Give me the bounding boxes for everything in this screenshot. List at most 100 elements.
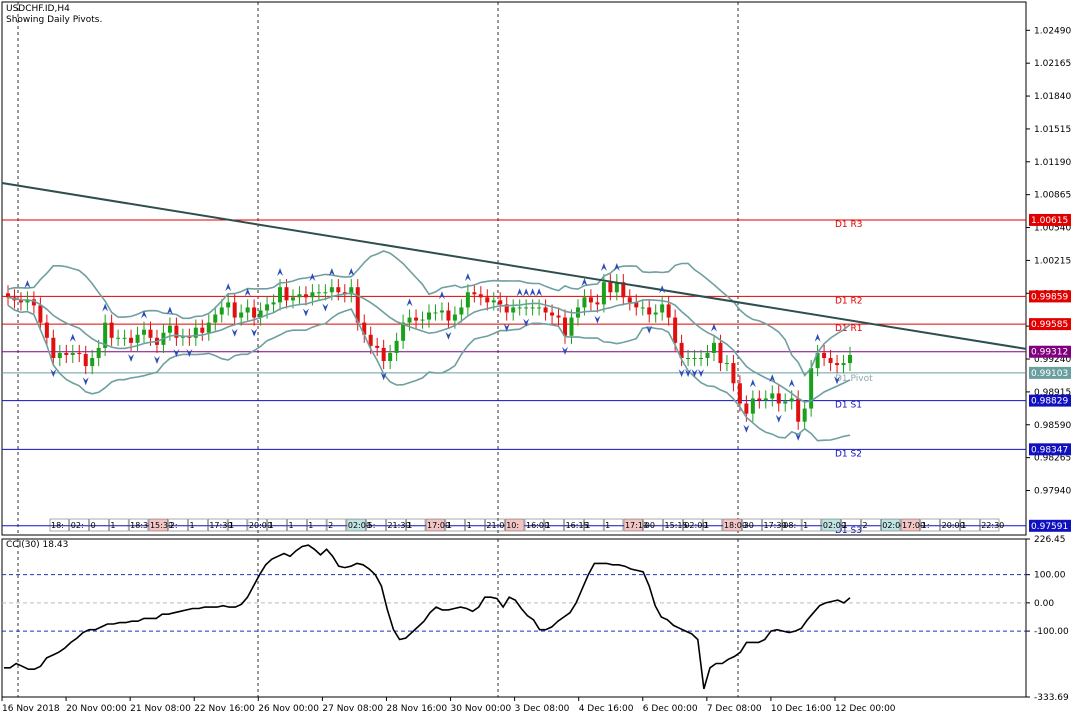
candle-body xyxy=(718,342,723,364)
candle-body xyxy=(355,287,360,323)
fractal-down-arrow xyxy=(775,414,782,423)
candle-body xyxy=(757,398,762,401)
fractal-up-arrow xyxy=(225,283,232,292)
candle-body xyxy=(504,304,509,313)
session-label: 1 xyxy=(961,521,966,530)
session-label: 1 xyxy=(308,521,313,530)
candle-body xyxy=(368,334,373,346)
candle-body xyxy=(135,334,140,343)
candle-body xyxy=(96,347,101,359)
candle-body xyxy=(666,304,671,318)
candle-body xyxy=(64,352,69,355)
session-box xyxy=(979,518,1000,532)
session-label: 1 xyxy=(229,521,234,530)
cci-tick-label: 226.45 xyxy=(1034,535,1066,545)
pivot-price-tag-label: 0.98347 xyxy=(1031,445,1068,455)
candle-body xyxy=(588,297,593,303)
candle-body xyxy=(362,322,367,335)
candle-body xyxy=(750,398,755,414)
candle-body xyxy=(472,292,477,295)
session-highlight xyxy=(901,519,920,531)
candle-body xyxy=(537,307,542,309)
candle-body xyxy=(485,297,490,303)
pivot-price-tag-label: 1.00615 xyxy=(1031,216,1068,226)
candle-body xyxy=(44,322,49,338)
price-tick-label: 1.01840 xyxy=(1034,92,1071,102)
candle-body xyxy=(647,307,652,315)
session-box xyxy=(900,518,921,532)
session-box xyxy=(861,518,881,532)
session-label: 08: xyxy=(783,521,796,530)
candle-body xyxy=(841,363,846,366)
pivot-price-tag xyxy=(1029,318,1071,331)
session-box xyxy=(445,518,465,532)
session-highlight xyxy=(821,519,841,531)
session-label: 1 xyxy=(447,521,452,530)
candle-body xyxy=(303,294,308,298)
fractal-down-arrow xyxy=(834,376,841,385)
candle-body xyxy=(465,292,470,308)
session-highlight xyxy=(722,519,742,531)
candle-body xyxy=(724,363,729,365)
session-box xyxy=(465,518,485,532)
session-box xyxy=(940,518,960,532)
candle-body xyxy=(563,317,568,336)
candle-body xyxy=(627,297,632,303)
fractal-down-arrow xyxy=(128,354,135,363)
candle-body xyxy=(686,358,691,360)
price-tick-label: 1.01515 xyxy=(1034,125,1071,135)
pivot-label: D1 S2 xyxy=(835,449,862,459)
session-label: 02:00 xyxy=(882,521,905,530)
session-label: 1 xyxy=(289,521,294,530)
candle-body xyxy=(148,329,153,338)
session-box xyxy=(128,518,149,532)
session-box xyxy=(49,518,70,532)
time-axis-label: 3 Dec 08:00 xyxy=(515,704,570,714)
session-label: 1 xyxy=(110,521,115,530)
candle-body xyxy=(459,307,464,315)
session-label: 1 xyxy=(269,521,274,530)
session-label: 02:00 xyxy=(684,521,707,530)
session-box xyxy=(821,518,841,532)
cci-indicator-title: CCI(30) 18.43 xyxy=(6,540,69,550)
candle-body xyxy=(789,398,794,402)
candle-body xyxy=(679,342,684,359)
pivot-label: D1 R2 xyxy=(835,296,863,306)
fractal-up-arrow xyxy=(348,268,355,277)
session-box xyxy=(564,518,584,532)
fractal-down-arrow xyxy=(302,308,309,317)
candle-body xyxy=(640,307,645,309)
candle-body xyxy=(569,317,574,336)
fractal-down-arrow xyxy=(698,369,705,378)
session-box xyxy=(326,518,347,532)
session-label: 21:00 xyxy=(486,521,509,530)
session-label: 1 xyxy=(704,521,709,530)
candle-body xyxy=(258,310,263,318)
fractal-down-arrow xyxy=(50,369,57,378)
session-box xyxy=(722,518,742,532)
session-label: 1 xyxy=(585,521,590,530)
session-box xyxy=(287,518,307,532)
session-highlight xyxy=(148,519,168,531)
fractal-down-arrow xyxy=(795,432,802,441)
session-box xyxy=(227,518,248,532)
candle-body xyxy=(57,352,62,359)
candle-body xyxy=(582,297,587,308)
cci-panel-frame xyxy=(1,538,1027,698)
candle-body xyxy=(770,393,775,399)
fractal-up-arrow xyxy=(24,280,31,289)
session-label: 02:00 xyxy=(823,521,846,530)
time-axis-label: 26 Nov 00:00 xyxy=(258,704,319,714)
candle-body xyxy=(815,352,820,369)
price-tick-label: 1.00215 xyxy=(1034,256,1071,266)
session-label: 15:30 xyxy=(150,521,173,530)
session-box xyxy=(584,518,604,532)
candle-body xyxy=(407,317,412,323)
candle-body xyxy=(226,302,231,308)
pivot-price-tag-label: 0.97591 xyxy=(1031,522,1068,532)
candle-body xyxy=(31,299,36,306)
fractal-up-arrow xyxy=(309,273,316,282)
session-box xyxy=(69,518,89,532)
fractal-up-arrow xyxy=(141,310,148,319)
